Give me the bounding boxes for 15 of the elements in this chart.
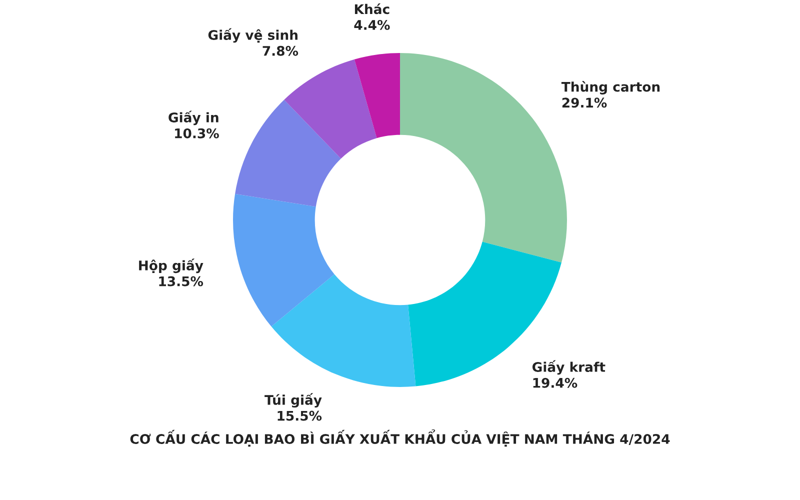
- data-label: 4.4%: [354, 20, 390, 30]
- slice-label: Giấy kraft: [532, 360, 606, 375]
- data-label: 7.8%: [262, 46, 298, 56]
- slice-label: Giấy in: [168, 110, 218, 126]
- data-label: 10.3%: [175, 128, 219, 138]
- data-label: 15.5%: [278, 410, 322, 421]
- slice-label: Khác: [354, 3, 390, 14]
- slice-label: Thùng carton: [561, 81, 660, 94]
- slice-label: Hộp giấy: [139, 258, 204, 274]
- data-label: 19.4%: [533, 378, 578, 388]
- data-label: 13.5%: [159, 276, 204, 286]
- text: CƠ CẤU CÁC LOẠI BAO BÌ GIẤY XUẤT KHẨU CỦA VIỆT NAM THÁNG 4/2024: [130, 429, 670, 447]
- slice-label: Giấy vệ sinh: [208, 28, 298, 43]
- data-label: 29.1%: [562, 98, 607, 108]
- slice-label: Túi giấy: [264, 393, 322, 408]
